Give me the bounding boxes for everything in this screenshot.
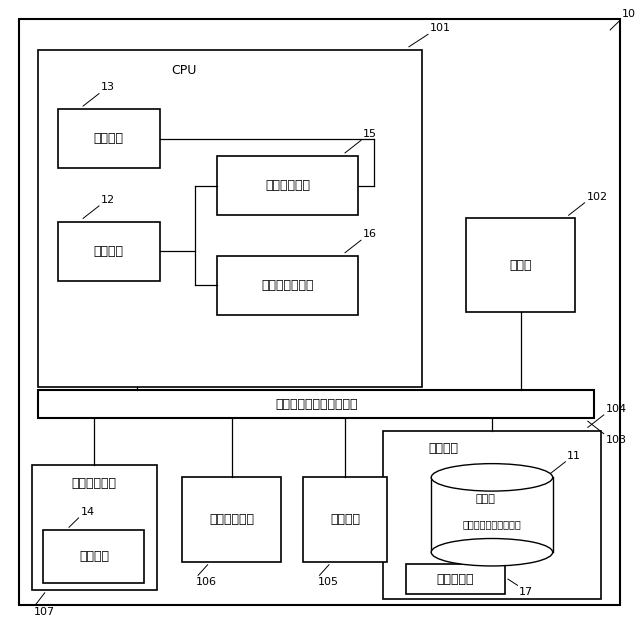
Bar [217, 156, 358, 215]
Text: 通信手段: 通信手段 [79, 550, 109, 563]
Bar [406, 564, 505, 594]
Text: 通信デバイス: 通信デバイス [72, 477, 116, 490]
Text: 105: 105 [317, 577, 339, 587]
Text: インターフェイス／バス: インターフェイス／バス [275, 397, 358, 411]
Bar [58, 222, 160, 281]
Bar [38, 390, 594, 418]
Text: 12: 12 [101, 195, 115, 205]
Text: 記憶装置: 記憶装置 [428, 442, 458, 455]
Text: 入力手段: 入力手段 [93, 245, 124, 258]
Bar [32, 465, 157, 590]
Text: 11: 11 [566, 451, 580, 461]
Text: 106: 106 [196, 577, 217, 587]
Bar [217, 256, 358, 315]
Text: 107: 107 [34, 607, 55, 617]
Text: 暗号生成手段: 暗号生成手段 [265, 179, 310, 192]
Bar [303, 477, 387, 562]
Ellipse shape [431, 464, 553, 491]
Text: 14: 14 [81, 507, 95, 517]
Bar [44, 530, 145, 583]
Text: 104: 104 [605, 404, 627, 414]
Bar [38, 50, 422, 387]
Bar [467, 218, 575, 312]
Text: 17: 17 [519, 587, 533, 597]
Text: ・届出書フォーマット: ・届出書フォーマット [463, 519, 522, 529]
Text: 入力装置: 入力装置 [330, 513, 360, 526]
Bar [383, 431, 600, 599]
Text: 15: 15 [363, 129, 377, 139]
Text: 10: 10 [622, 9, 636, 19]
Text: 届出書生成手段: 届出書生成手段 [261, 279, 314, 292]
Text: 出力手段: 出力手段 [93, 132, 124, 145]
Text: CPU: CPU [172, 64, 196, 77]
Text: メモリ: メモリ [509, 259, 532, 271]
Text: 102: 102 [586, 192, 607, 202]
Text: ディスプレイ: ディスプレイ [209, 513, 254, 526]
Text: 16: 16 [363, 229, 377, 239]
Text: 101: 101 [429, 23, 451, 33]
Bar [182, 477, 281, 562]
Text: プログラム: プログラム [436, 573, 474, 585]
Ellipse shape [431, 539, 553, 566]
Polygon shape [431, 477, 553, 552]
Text: 13: 13 [101, 82, 115, 92]
Text: 記憶部: 記憶部 [476, 494, 495, 504]
Bar [58, 109, 160, 168]
Text: 103: 103 [605, 435, 627, 445]
